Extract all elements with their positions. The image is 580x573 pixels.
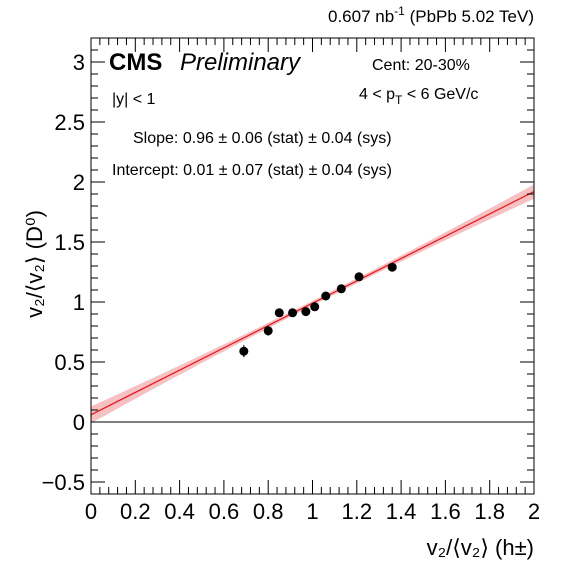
data-marker bbox=[288, 308, 298, 318]
x-tick-label: 1 bbox=[306, 499, 318, 524]
data-point bbox=[239, 345, 249, 358]
x-tick-label: 0.6 bbox=[209, 499, 240, 524]
data-point bbox=[301, 307, 311, 317]
rapidity-label: |y| < 1 bbox=[112, 91, 156, 108]
data-marker bbox=[336, 284, 346, 294]
x-axis-title: v₂/⟨v₂⟩ (h±) bbox=[427, 535, 534, 560]
y-tick-label: 0 bbox=[73, 410, 85, 435]
data-points-layer bbox=[239, 262, 397, 358]
axis-ticks: 0 0.2 0.4 0.6 0.8 1 1.2 1.4 1.6 1.8 2−0.500.511.52… bbox=[42, 37, 540, 524]
y-tick-label: 0.5 bbox=[54, 350, 85, 375]
cms-label: CMS bbox=[109, 49, 162, 76]
data-point bbox=[336, 284, 346, 294]
x-tick-label: 1.8 bbox=[474, 499, 505, 524]
data-point bbox=[321, 291, 331, 301]
intercept-label: Intercept: 0.01 ± 0.07 (stat) ± 0.04 (sy… bbox=[112, 162, 392, 179]
data-marker bbox=[263, 326, 273, 336]
data-marker bbox=[239, 346, 249, 356]
data-marker bbox=[301, 307, 311, 317]
x-tick-label: 0.8 bbox=[253, 499, 284, 524]
preliminary-label: Preliminary bbox=[180, 49, 302, 76]
plot-border bbox=[90, 37, 535, 495]
y-tick-label: 1 bbox=[73, 290, 85, 315]
pt-range-label: 4 < pT < 6 GeV/c bbox=[359, 86, 478, 107]
x-tick-label: 0.4 bbox=[164, 499, 195, 524]
y-tick-label: 3 bbox=[73, 50, 85, 75]
y-tick-label: −0.5 bbox=[42, 470, 85, 495]
x-tick-label: 1.2 bbox=[342, 499, 373, 524]
slope-label: Slope: 0.96 ± 0.06 (stat) ± 0.04 (sys) bbox=[133, 130, 392, 147]
y-tick-label: 1.5 bbox=[54, 230, 85, 255]
data-marker bbox=[310, 302, 320, 312]
y-axis-title: v₂/⟨v₂⟩ (D⁰) bbox=[22, 210, 47, 318]
data-point bbox=[288, 308, 298, 318]
data-marker bbox=[387, 262, 397, 272]
centrality-label: Cent: 20-30% bbox=[372, 57, 470, 74]
plot-frame bbox=[90, 37, 535, 495]
data-point bbox=[263, 326, 273, 336]
data-marker bbox=[321, 291, 331, 301]
x-tick-label: 1.4 bbox=[386, 499, 417, 524]
y-tick-label: 2.5 bbox=[54, 110, 85, 135]
data-point bbox=[387, 262, 397, 272]
luminosity-label: 0.607 nb-1 (PbPb 5.02 TeV) bbox=[328, 4, 534, 26]
x-tick-label: 0 bbox=[85, 499, 97, 524]
data-marker bbox=[274, 308, 284, 318]
x-tick-label: 2 bbox=[528, 499, 540, 524]
x-tick-label: 0.2 bbox=[120, 499, 151, 524]
data-point bbox=[310, 302, 320, 312]
data-point bbox=[274, 308, 284, 318]
y-tick-label: 2 bbox=[73, 170, 85, 195]
x-tick-label: 1.6 bbox=[430, 499, 461, 524]
data-point bbox=[354, 272, 364, 282]
data-marker bbox=[354, 272, 364, 282]
